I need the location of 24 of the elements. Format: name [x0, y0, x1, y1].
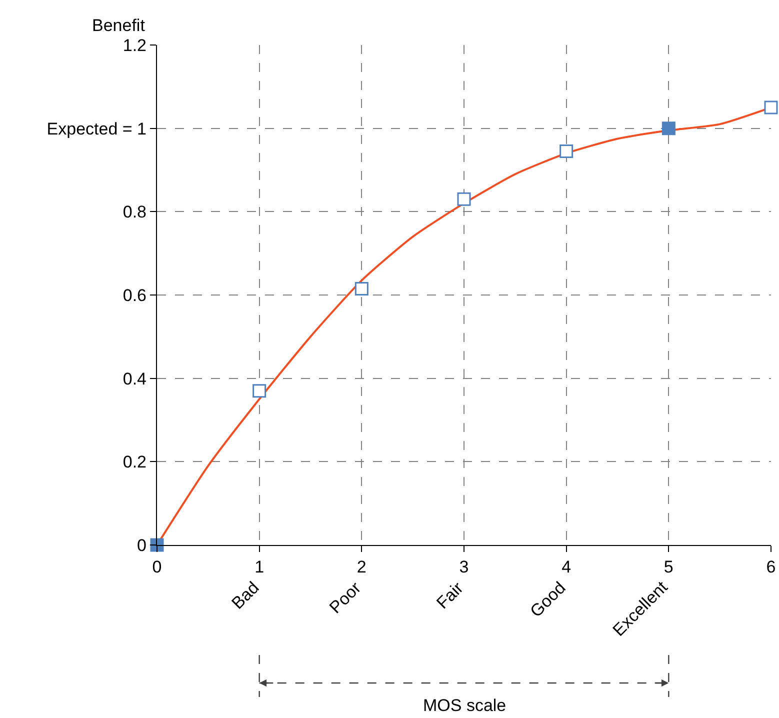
x-tick-label: 3: [459, 558, 469, 576]
text: Fair: [432, 578, 468, 613]
point: [560, 144, 574, 158]
x-tick-label: 1: [254, 558, 264, 576]
point: [764, 100, 778, 114]
y-tick-label: Expected = 1: [46, 119, 146, 138]
x-tick-label: 4: [562, 558, 572, 576]
point: [354, 282, 368, 296]
y-tick-label: 1.2: [122, 36, 146, 55]
x-tick-label: 0: [152, 558, 162, 576]
point: [252, 384, 266, 398]
point: [662, 122, 676, 136]
y-axis-title: Benefit: [92, 16, 146, 35]
y-tick-label: 0.4: [122, 369, 146, 388]
x-tick-label: 6: [766, 558, 776, 576]
y-tick-label: 0: [137, 536, 146, 555]
y-tick-label: 0.2: [122, 452, 146, 472]
point: [457, 192, 471, 206]
x-tick-label: 5: [664, 558, 674, 576]
y-tick-label: 0.6: [122, 286, 146, 305]
text: MOS scale: [423, 696, 506, 715]
text: Bad: [228, 578, 263, 613]
x-tick-label: 2: [356, 558, 366, 576]
y-tick-label: 0.8: [122, 202, 146, 222]
